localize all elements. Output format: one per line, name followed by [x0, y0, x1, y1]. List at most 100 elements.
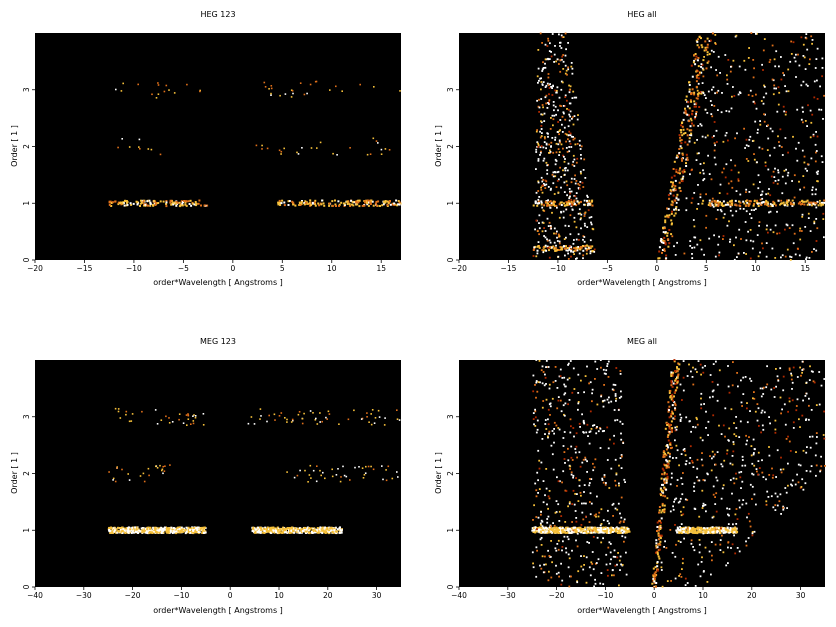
heatmap-cell [341, 90, 343, 92]
heatmap-cell [657, 555, 660, 558]
heatmap-cell [583, 236, 586, 238]
heatmap-cell [535, 546, 538, 549]
heatmap-cell [557, 571, 560, 574]
heatmap-cell [543, 120, 546, 122]
heatmap-cell [578, 208, 581, 211]
heatmap-cell [124, 200, 126, 203]
heatmap-cell [689, 240, 692, 242]
heatmap-cell [165, 528, 168, 531]
heatmap-cell [675, 529, 678, 532]
heatmap-cell [534, 526, 537, 528]
heatmap-cell [131, 530, 134, 533]
heatmap-cell [543, 527, 546, 530]
heatmap-cell [599, 359, 602, 361]
heatmap-cell [555, 204, 558, 207]
heatmap-cell [536, 390, 539, 393]
heatmap-cell [757, 128, 759, 131]
heatmap-cell [398, 203, 401, 206]
heatmap-cell [784, 182, 787, 185]
heatmap-cell [537, 105, 540, 108]
heatmap-cell [679, 167, 682, 170]
heatmap-cell [749, 239, 752, 242]
heatmap-cell [308, 527, 311, 529]
heatmap-cell [380, 148, 383, 151]
heatmap-cell [667, 410, 670, 413]
y-tick-label: 0 [22, 257, 31, 262]
heatmap-cell [666, 215, 669, 218]
heatmap-cell [662, 483, 665, 486]
heatmap-cell [767, 192, 770, 195]
heatmap-cell [575, 192, 578, 194]
heatmap-cell [702, 92, 705, 94]
heatmap-cell [162, 200, 165, 203]
heatmap-cell [312, 412, 314, 414]
heatmap-cell [374, 417, 377, 419]
heatmap-cell [666, 475, 669, 478]
heatmap-cell [548, 152, 551, 154]
heatmap-cell [327, 410, 330, 413]
heatmap-cell [693, 225, 696, 228]
heatmap-cell [587, 527, 590, 530]
heatmap-cell [336, 531, 338, 533]
heatmap-cell [538, 246, 541, 249]
heatmap-cell [278, 530, 281, 533]
heatmap-cell [554, 105, 557, 108]
heatmap-cell [539, 136, 542, 139]
heatmap-cell [706, 43, 709, 46]
heatmap-cell [816, 200, 819, 203]
heatmap-cell [547, 199, 549, 202]
heatmap-cell [288, 200, 291, 202]
heatmap-cell [560, 186, 562, 189]
heatmap-cell [723, 167, 725, 170]
heatmap-cell [544, 200, 547, 203]
heatmap-cell [553, 530, 556, 533]
heatmap-cell [653, 576, 656, 579]
heatmap-cell [122, 528, 125, 531]
x-tick-label: 10 [327, 264, 337, 273]
heatmap-cell [663, 240, 666, 243]
heatmap-cell [156, 529, 159, 532]
heatmap-cell [538, 529, 540, 532]
heatmap-cell [813, 381, 816, 384]
heatmap-cell [128, 146, 131, 148]
heatmap-cell [542, 106, 544, 109]
heatmap-cell [139, 530, 142, 533]
heatmap-cell [548, 383, 551, 386]
heatmap-cell [569, 468, 571, 470]
heatmap-cell [536, 528, 538, 530]
heatmap-cell [122, 82, 124, 85]
heatmap-cell [712, 515, 715, 518]
heatmap-cell [739, 201, 742, 204]
heatmap-cell [712, 528, 715, 531]
heatmap-cell [588, 247, 590, 250]
heatmap-cell [580, 246, 583, 249]
heatmap-cell [567, 108, 570, 111]
heatmap-cell [369, 153, 372, 155]
heatmap-cell [776, 182, 779, 185]
heatmap-cell [579, 187, 581, 190]
heatmap-cell [577, 401, 580, 403]
heatmap-cell [591, 392, 593, 395]
heatmap-cell [313, 201, 316, 204]
heatmap-cell [663, 510, 666, 513]
heatmap-cell [543, 384, 546, 387]
heatmap-cell [715, 201, 718, 204]
heatmap-cell [561, 123, 563, 126]
heatmap-cell [677, 155, 679, 158]
heatmap-cell [799, 201, 802, 204]
heatmap-cell [576, 200, 579, 203]
heatmap-cell [543, 227, 545, 229]
heatmap-cell [729, 531, 732, 534]
heatmap-cell [324, 530, 327, 533]
heatmap-cell [799, 203, 802, 206]
heatmap-cell [573, 178, 576, 180]
heatmap-cell [737, 93, 740, 96]
heatmap-cell [571, 72, 574, 75]
heatmap-cell [666, 238, 669, 241]
heatmap-cell [260, 415, 262, 417]
heatmap-cell [605, 553, 608, 556]
heatmap-cell [354, 466, 356, 469]
heatmap-cell [298, 204, 301, 206]
heatmap-cell [624, 481, 626, 483]
heatmap-cell [772, 231, 775, 234]
